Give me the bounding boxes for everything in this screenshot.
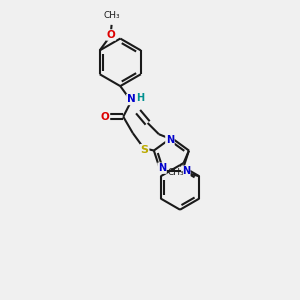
Text: N: N bbox=[182, 166, 190, 176]
Text: S: S bbox=[141, 145, 148, 155]
Text: N: N bbox=[158, 163, 166, 173]
Text: CH₃: CH₃ bbox=[168, 168, 184, 177]
Text: N: N bbox=[166, 135, 174, 145]
Text: N: N bbox=[127, 94, 136, 104]
Text: CH₃: CH₃ bbox=[103, 11, 120, 20]
Text: O: O bbox=[101, 112, 110, 122]
Text: H: H bbox=[136, 93, 144, 103]
Text: O: O bbox=[106, 30, 116, 40]
